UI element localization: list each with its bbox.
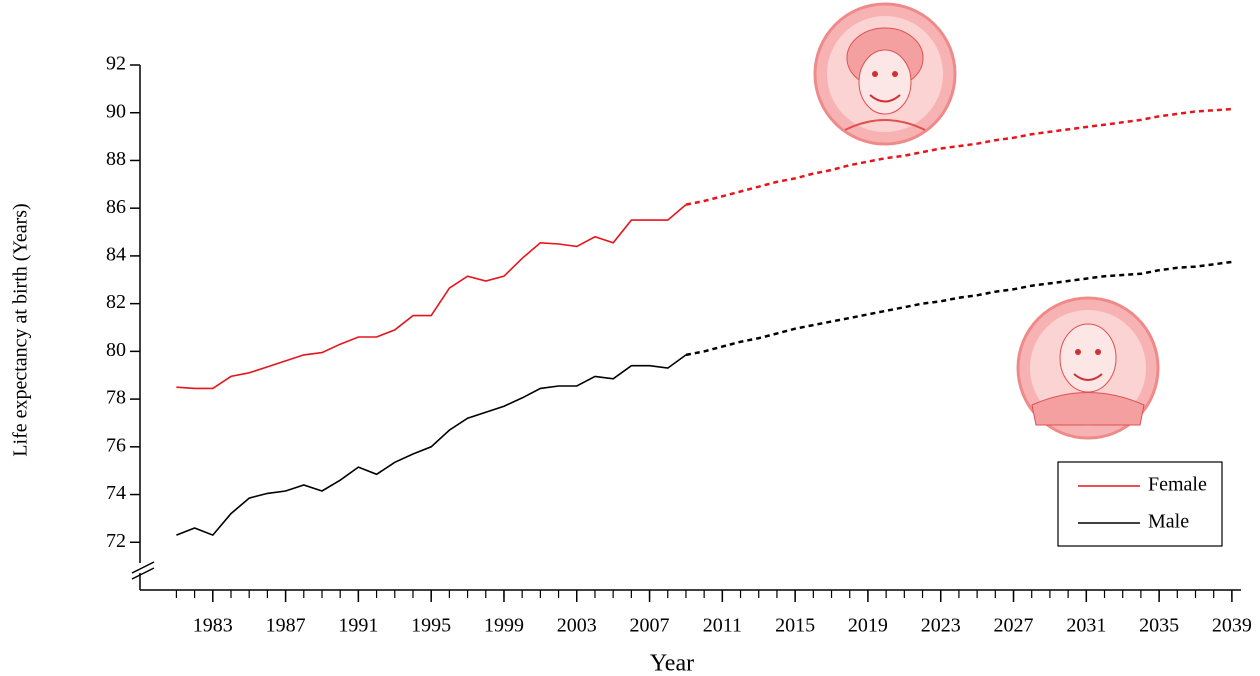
y-axis-title: Life expectancy at birth (Years) [10, 203, 32, 456]
x-tick-label: 2019 [848, 615, 888, 637]
x-tick-label: 2011 [703, 615, 742, 637]
x-axis-title: Year [650, 651, 694, 676]
y-tick-label: 90 [106, 100, 126, 122]
y-tick-label: 88 [106, 148, 126, 170]
legend-label: Male [1148, 511, 1189, 533]
x-tick-label: 2039 [1212, 615, 1252, 637]
y-tick-label: 74 [106, 482, 126, 504]
x-tick-label: 2007 [630, 615, 670, 637]
projection-line [686, 109, 1232, 205]
y-tick-label: 86 [106, 196, 126, 218]
legend-label: Female [1148, 474, 1207, 496]
x-tick-label: 1983 [193, 615, 233, 637]
chart: Year Life expectancy at birth (Years) 72… [0, 0, 1260, 676]
x-tick-label: 1999 [484, 615, 524, 637]
y-tick-label: 92 [106, 53, 126, 75]
y-tick-label: 80 [106, 339, 126, 361]
x-tick-label: 2035 [1139, 615, 1179, 637]
y-tick-label: 76 [106, 434, 126, 456]
male-portrait [1018, 298, 1158, 438]
page: {"chart_data": {"type": "line", "x_label… [0, 0, 1260, 676]
x-tick-label: 2023 [921, 615, 961, 637]
y-tick-label: 72 [106, 530, 126, 552]
x-tick-label: 1995 [411, 615, 451, 637]
y-tick-label: 82 [106, 291, 126, 313]
x-tick-label: 2003 [557, 615, 597, 637]
female-portrait [815, 4, 955, 144]
y-tick-label: 84 [106, 244, 126, 266]
x-tick-label: 2027 [994, 615, 1034, 637]
series-line [176, 205, 686, 389]
y-tick-label: 78 [106, 387, 126, 409]
x-tick-label: 1991 [338, 615, 378, 637]
x-tick-label: 1987 [266, 615, 306, 637]
x-tick-label: 2031 [1066, 615, 1106, 637]
series-line [176, 355, 686, 535]
x-tick-label: 2015 [775, 615, 815, 637]
